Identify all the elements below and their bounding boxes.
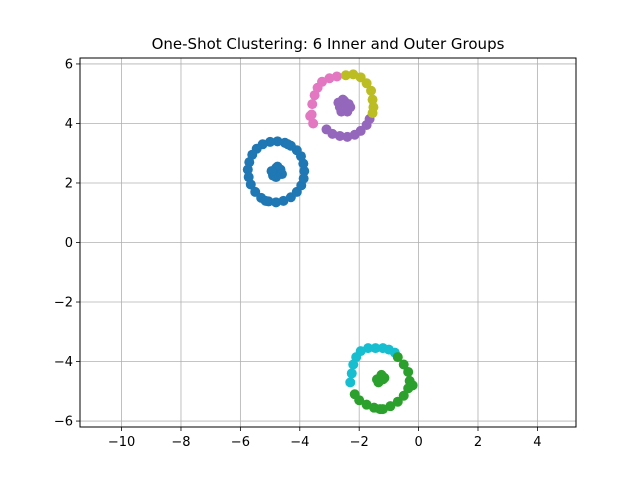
y-tick-label: 0 [65, 236, 73, 251]
x-tick-label: 0 [414, 435, 422, 450]
series-5 [349, 352, 418, 415]
data-point [278, 195, 289, 206]
data-point [367, 94, 378, 105]
x-tick-label: −10 [108, 435, 135, 450]
data-point [398, 359, 409, 370]
data-point [266, 166, 277, 177]
y-tick-label: −4 [54, 355, 73, 370]
data-point [374, 404, 385, 415]
data-point [334, 130, 345, 141]
data-point [370, 343, 381, 354]
data-point [403, 366, 414, 377]
y-tick-label: 4 [65, 117, 73, 132]
data-point [349, 389, 360, 400]
series-0 [242, 136, 310, 208]
data-point [366, 85, 377, 96]
y-tick-label: −6 [54, 415, 73, 430]
data-point [271, 197, 282, 208]
data-point [317, 76, 328, 87]
data-point [379, 372, 390, 383]
chart-title: One-Shot Clustering: 6 Inner and Outer G… [152, 35, 505, 53]
data-point [272, 136, 283, 147]
x-tick-label: −6 [231, 435, 250, 450]
y-axis-ticks: −6 −4 −2 0 2 4 6 [54, 57, 80, 430]
data-point [337, 94, 348, 105]
data-point [407, 380, 418, 391]
data-points [242, 69, 418, 415]
data-point [345, 102, 356, 113]
data-point [363, 343, 374, 354]
y-tick-label: 6 [65, 57, 73, 72]
data-point [345, 377, 356, 388]
data-point [245, 179, 256, 190]
data-point [242, 164, 253, 175]
data-point [346, 368, 357, 379]
data-point [299, 166, 310, 177]
data-point [331, 71, 342, 82]
data-point [392, 396, 403, 407]
x-axis-ticks: −10 −8 −6 −4 −2 0 2 4 [108, 427, 542, 450]
data-point [305, 111, 316, 122]
x-tick-label: −8 [171, 435, 190, 450]
data-point [282, 139, 293, 150]
data-point [298, 173, 309, 184]
data-point [361, 399, 372, 410]
data-point [244, 157, 255, 168]
x-tick-label: −4 [290, 435, 309, 450]
data-point [307, 99, 318, 110]
gridlines [80, 58, 576, 427]
x-tick-label: 4 [533, 435, 541, 450]
series-2 [305, 71, 342, 129]
y-tick-label: 2 [65, 176, 73, 191]
data-point [392, 352, 403, 363]
plot-frame [79, 57, 577, 428]
data-point [340, 70, 351, 81]
series-3 [340, 69, 379, 119]
series-4 [345, 343, 400, 388]
y-tick-label: −2 [54, 296, 73, 311]
data-point [361, 78, 372, 89]
data-point [260, 195, 271, 206]
data-point [367, 108, 378, 119]
x-tick-label: −2 [350, 435, 369, 450]
x-tick-label: 2 [474, 435, 482, 450]
